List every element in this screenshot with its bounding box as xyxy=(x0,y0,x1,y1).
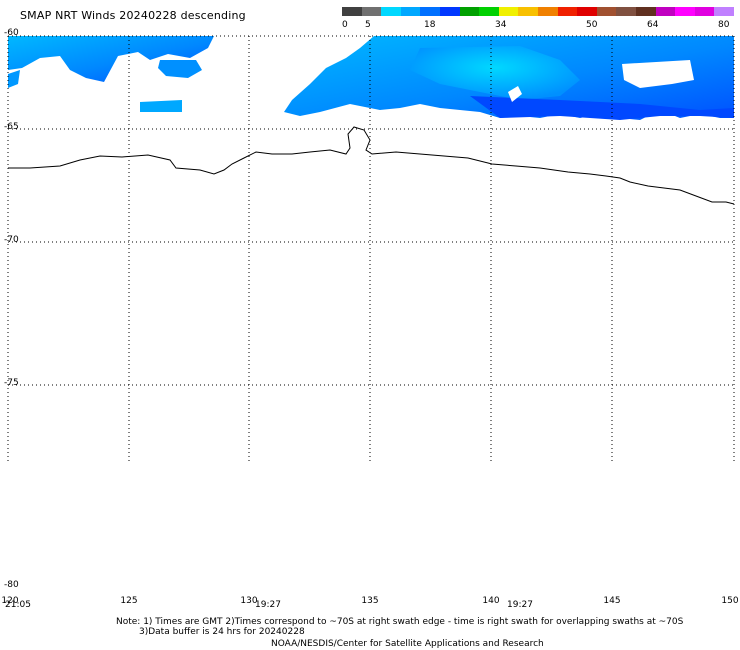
colorbar-segment xyxy=(479,7,499,16)
colorbar-segment xyxy=(675,7,695,16)
lon-label: 145 xyxy=(603,596,621,606)
swath-time: 19:27 xyxy=(507,600,533,610)
colorbar-segment xyxy=(537,7,558,16)
note-line-1: Note: 1) Times are GMT 2)Times correspon… xyxy=(116,617,684,627)
colorbar-segment xyxy=(518,7,538,16)
colorbar-segment xyxy=(498,7,519,16)
colorbar-segment xyxy=(655,7,676,16)
colorbar-segment xyxy=(616,7,636,16)
colorbar-strip xyxy=(342,7,734,16)
colorbar-segment xyxy=(596,7,617,16)
lat-label: -75 xyxy=(4,378,19,388)
lon-label: 120 xyxy=(1,596,19,606)
lat-label: -80 xyxy=(4,580,19,590)
lon-label: 140 xyxy=(482,596,500,606)
map-title: SMAP NRT Winds 20240228 descending xyxy=(20,9,246,22)
colorbar-tick: 5 xyxy=(365,20,371,30)
colorbar-segment xyxy=(439,7,460,16)
lat-label: -60 xyxy=(4,28,19,38)
lon-label: 150 xyxy=(721,596,739,606)
colorbar-segment xyxy=(342,7,362,16)
colorbar-tick: 0 xyxy=(342,20,348,30)
colorbar-segment xyxy=(577,7,597,16)
swath-time: 21:05 xyxy=(5,600,31,610)
wind-swath-left xyxy=(8,36,214,112)
colorbar-tick: 64 xyxy=(647,20,659,30)
colorbar-segment xyxy=(694,7,715,16)
colorbar-segment xyxy=(400,7,421,16)
colorbar-tick: 50 xyxy=(586,20,598,30)
antarctic-coastline xyxy=(8,126,735,205)
swath-time: 19:27 xyxy=(255,600,281,610)
colorbar-segment xyxy=(714,7,734,16)
colorbar-segment xyxy=(381,7,401,16)
lon-label: 125 xyxy=(120,596,138,606)
colorbar-segment xyxy=(557,7,578,16)
note-line-2: 3)Data buffer is 24 hrs for 20240228 xyxy=(139,627,305,637)
colorbar-tick: 34 xyxy=(495,20,507,30)
lon-label: 135 xyxy=(361,596,379,606)
colorbar-segment xyxy=(635,7,656,16)
colorbar-tick: 80 xyxy=(718,20,730,30)
colorbar-segment xyxy=(420,7,440,16)
credit-line: NOAA/NESDIS/Center for Satellite Applica… xyxy=(271,639,544,649)
colorbar-segment xyxy=(459,7,480,16)
colorbar-tick: 18 xyxy=(424,20,436,30)
lat-label: -70 xyxy=(4,235,19,245)
lon-label: 130 xyxy=(240,596,258,606)
colorbar-segment xyxy=(361,7,382,16)
wind-swath-right xyxy=(284,36,734,120)
graticule xyxy=(7,35,735,464)
lat-label: -65 xyxy=(4,122,19,132)
